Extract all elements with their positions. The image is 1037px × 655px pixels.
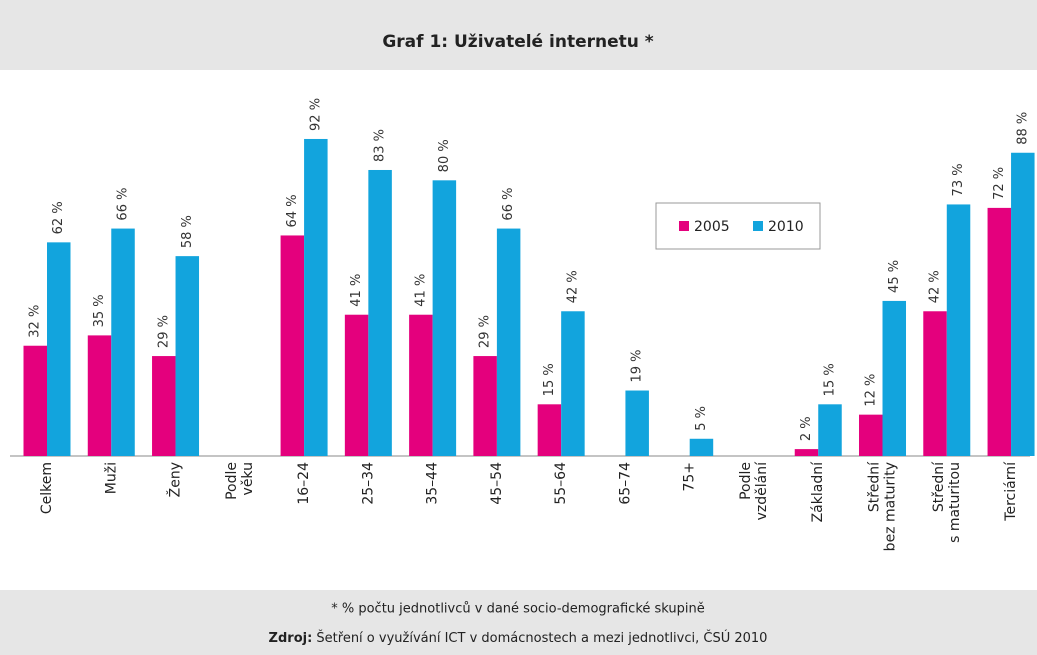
x-tick-label: bez maturity [883, 462, 899, 551]
source-label: Zdroj: [269, 631, 313, 646]
bar [923, 311, 947, 456]
value-label: 64 % [285, 194, 300, 227]
value-label: 15 % [822, 363, 837, 396]
bar [175, 256, 200, 456]
value-label: 29 % [478, 315, 493, 348]
x-tick-label: věku [240, 462, 256, 495]
bar [152, 356, 176, 456]
bar [496, 228, 521, 456]
x-tick-label: 16–24 [296, 462, 312, 505]
bar [344, 314, 369, 456]
bar [882, 300, 907, 456]
legend-swatch [679, 221, 689, 231]
legend-label: 2005 [694, 219, 730, 235]
value-label: 45 % [887, 260, 902, 293]
bar [87, 335, 112, 456]
x-tick-label: 25–34 [360, 462, 376, 505]
bar [859, 414, 883, 456]
bar [47, 242, 71, 456]
bar [537, 404, 562, 456]
bar [280, 235, 305, 456]
value-label: 42 % [928, 270, 943, 303]
x-tick-label: Podle [224, 462, 240, 500]
value-label: 41 % [349, 274, 364, 307]
header-band [0, 0, 1037, 70]
x-tick-label: Celkem [39, 462, 55, 514]
legend-swatch [753, 221, 763, 231]
value-label: 62 % [51, 201, 66, 234]
value-label: 29 % [156, 315, 171, 348]
chart-title: Graf 1: Uživatelé internetu * [382, 32, 653, 52]
value-label: 32 % [28, 305, 43, 338]
x-tick-label: vzdělání [754, 461, 770, 520]
x-tick-label: Ženy [166, 462, 184, 497]
bar [409, 314, 433, 456]
value-label: 88 % [1015, 112, 1030, 145]
value-label: 80 % [437, 139, 452, 172]
value-label: 83 % [373, 129, 388, 162]
value-label: 92 % [308, 98, 323, 131]
x-tick-label: Střední [867, 461, 883, 512]
footnote: * % počtu jednotlivců v dané socio-demog… [331, 602, 705, 617]
x-tick-label: 65–74 [617, 462, 633, 505]
x-tick-label: Podle [738, 462, 754, 500]
x-tick-label: Střední [931, 461, 947, 512]
bar [561, 311, 585, 456]
x-tick-label: 35–44 [425, 462, 441, 505]
bar [304, 138, 328, 456]
x-tick-label: s maturitou [947, 462, 963, 543]
value-label: 19 % [630, 349, 645, 382]
x-tick-label: 75+ [682, 462, 698, 492]
value-label: 15 % [542, 363, 557, 396]
value-label: 35 % [92, 294, 107, 327]
source: Zdroj: Šetření o využívání ICT v domácno… [269, 630, 768, 646]
bar [689, 438, 714, 456]
source-text: Šetření o využívání ICT v domácnostech a… [312, 630, 767, 646]
value-label: 58 % [180, 215, 195, 248]
bar [794, 449, 819, 456]
value-label: 41 % [413, 274, 428, 307]
legend-label: 2010 [768, 219, 804, 235]
value-label: 73 % [951, 163, 966, 196]
bar [1011, 152, 1035, 456]
bar [473, 356, 497, 456]
value-label: 66 % [501, 188, 516, 221]
x-tick-label: Základní [810, 461, 826, 523]
value-label: 2 % [799, 416, 814, 441]
x-tick-label: 45–54 [489, 462, 505, 505]
value-label: 5 % [694, 406, 709, 431]
value-label: 66 % [116, 188, 131, 221]
value-label: 72 % [992, 167, 1007, 200]
value-label: 12 % [863, 374, 878, 407]
bar [987, 207, 1012, 456]
x-tick-label: 55–64 [553, 462, 569, 505]
x-tick-label: Muži [103, 462, 119, 494]
bar [946, 204, 971, 456]
bar [818, 404, 842, 456]
value-label: 42 % [565, 270, 580, 303]
bar [368, 169, 392, 456]
footer-band [0, 590, 1037, 655]
bar [23, 345, 47, 456]
bar [432, 180, 457, 456]
x-tick-label: Terciární [1003, 461, 1019, 522]
bar [625, 390, 649, 456]
bar [111, 228, 135, 456]
